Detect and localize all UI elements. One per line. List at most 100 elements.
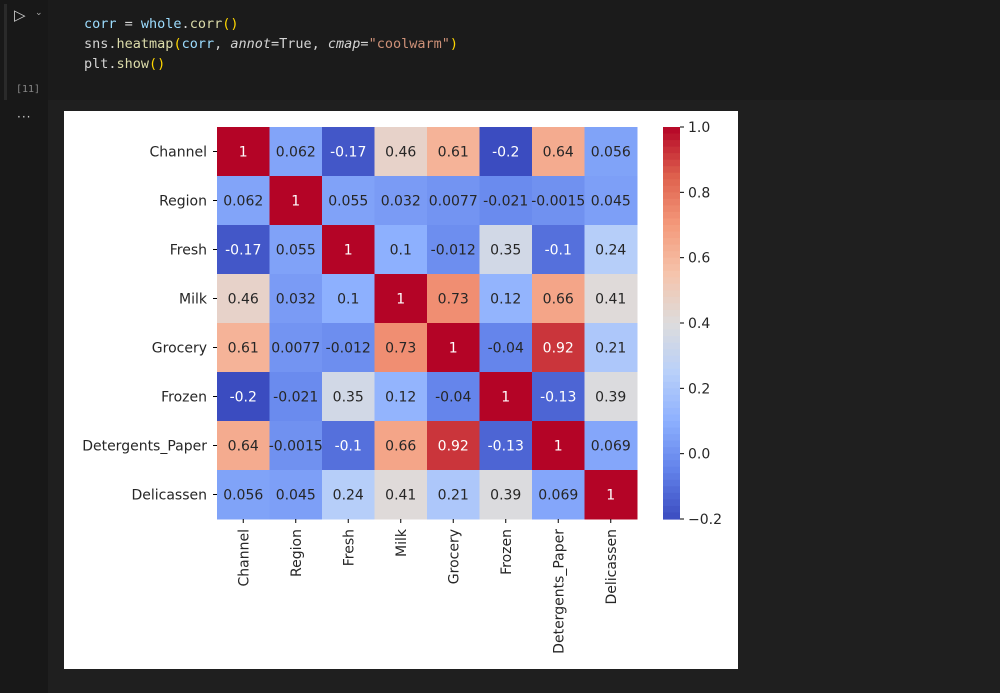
chevron-down-icon[interactable]: ⌄ xyxy=(35,8,43,18)
heatmap-cell xyxy=(479,372,533,422)
play-icon[interactable]: ▷ xyxy=(14,6,26,24)
cell-annotation: -0.2 xyxy=(492,145,519,161)
colorbar-segment xyxy=(663,492,680,500)
cell-annotation: 0.73 xyxy=(385,341,416,357)
heatmap-cell xyxy=(479,421,533,471)
cell-annotation: 1 xyxy=(554,439,563,455)
colorbar-segment xyxy=(663,336,680,344)
x-tick-label: Channel xyxy=(236,529,252,586)
colorbar-segment xyxy=(663,323,680,331)
heatmap-cell xyxy=(584,274,638,324)
code-line-3: plt.show() xyxy=(84,56,166,72)
cell-annotation: 0.032 xyxy=(276,292,316,308)
colorbar-segment xyxy=(663,329,680,337)
heatmap-cell xyxy=(322,176,375,226)
colorbar-segment xyxy=(663,309,680,318)
code-line-1: corr = whole.corr() xyxy=(84,16,239,32)
colorbar-tick-label: 0.6 xyxy=(688,251,710,267)
heatmap-cell xyxy=(217,176,270,226)
cell-annotation: -0.012 xyxy=(326,341,371,357)
heatmap-cell xyxy=(322,323,375,373)
x-tick-label: Frozen xyxy=(499,529,515,575)
heatmap-cell xyxy=(532,225,585,275)
heatmap-cell xyxy=(479,470,533,520)
heatmap-cell xyxy=(532,470,585,520)
colorbar-segment xyxy=(663,381,680,389)
heatmap-cell xyxy=(374,127,428,177)
cell-annotation: 1 xyxy=(344,243,353,259)
x-tick-label: Milk xyxy=(394,528,410,557)
y-tick-label: Grocery xyxy=(152,341,207,357)
y-tick-label: Fresh xyxy=(170,243,207,259)
heatmap-cell xyxy=(217,323,270,373)
heatmap-cell xyxy=(322,372,375,422)
cell-annotation: 1 xyxy=(396,292,405,308)
ellipsis-icon[interactable]: ··· xyxy=(17,110,32,124)
code-editor[interactable]: corr = whole.corr() sns.heatmap(corr, an… xyxy=(48,0,1000,100)
heatmap-cell xyxy=(374,274,428,324)
cell-annotation: 0.35 xyxy=(333,390,364,406)
cell-annotation: 0.045 xyxy=(276,488,316,504)
colorbar-tick-label: 0.2 xyxy=(688,381,710,397)
heatmap-cell xyxy=(374,225,428,275)
cell-annotation: 0.61 xyxy=(228,341,259,357)
heatmap-cell xyxy=(217,421,270,471)
colorbar-segment xyxy=(663,179,680,187)
colorbar-segment xyxy=(663,349,680,357)
colorbar-tick-label: −0.2 xyxy=(688,512,722,528)
cell-annotation: 0.21 xyxy=(595,341,626,357)
heatmap-cell xyxy=(532,421,585,471)
colorbar-segment xyxy=(663,277,680,285)
y-tick-label: Region xyxy=(159,194,207,210)
heatmap-cell xyxy=(322,421,375,471)
colorbar-segment xyxy=(663,133,680,141)
heatmap-cell xyxy=(322,127,375,177)
colorbar-segment xyxy=(663,427,680,435)
colorbar-segment xyxy=(663,440,680,448)
heatmap-cell xyxy=(479,127,533,177)
heatmap-cell xyxy=(374,421,428,471)
cell-annotation: 0.64 xyxy=(543,145,574,161)
heatmap-cell xyxy=(584,372,638,422)
heatmap-cell xyxy=(584,470,638,520)
cell-annotation: -0.1 xyxy=(545,243,572,259)
heatmap-cell xyxy=(532,127,585,177)
colorbar-tick-label: 1.0 xyxy=(688,120,710,136)
colorbar-segment xyxy=(663,388,680,396)
heatmap-cell xyxy=(322,470,375,520)
heatmap-cell xyxy=(374,372,428,422)
colorbar-segment xyxy=(663,185,680,193)
cell-annotation: 0.41 xyxy=(595,292,626,308)
colorbar-segment xyxy=(663,159,680,167)
colorbar-segment xyxy=(663,453,680,461)
cell-focus-bar xyxy=(4,4,7,100)
heatmap-cell xyxy=(427,323,480,373)
heatmap-cell xyxy=(427,470,480,520)
y-tick-label: Frozen xyxy=(161,390,207,406)
cell-annotation: 0.12 xyxy=(490,292,521,308)
heatmap-cell xyxy=(322,274,375,324)
cell-annotation: 1 xyxy=(606,488,615,504)
heatmap-cell xyxy=(479,323,533,373)
heatmap-cell xyxy=(269,470,323,520)
colorbar-segment xyxy=(663,368,680,376)
colorbar-tick-label: 0.4 xyxy=(688,316,710,332)
cell-annotation: -0.1 xyxy=(335,439,362,455)
heatmap-cell xyxy=(584,225,638,275)
colorbar-segment xyxy=(663,198,680,206)
heatmap-cell xyxy=(269,274,323,324)
colorbar-segment xyxy=(663,414,680,422)
y-tick-label: Delicassen xyxy=(131,488,207,504)
heatmap-cell xyxy=(479,274,533,324)
cell-annotation: 0.35 xyxy=(490,243,521,259)
colorbar-segment xyxy=(663,401,680,409)
colorbar-segment xyxy=(663,296,680,304)
colorbar-tick-label: 0.0 xyxy=(688,447,710,463)
cell-annotation: -0.17 xyxy=(330,145,366,161)
cell-annotation: 0.062 xyxy=(276,145,316,161)
colorbar-segment xyxy=(663,283,680,291)
y-tick-label: Milk xyxy=(179,292,208,308)
heatmap-cell xyxy=(269,127,323,177)
cell-annotation: 0.92 xyxy=(543,341,574,357)
